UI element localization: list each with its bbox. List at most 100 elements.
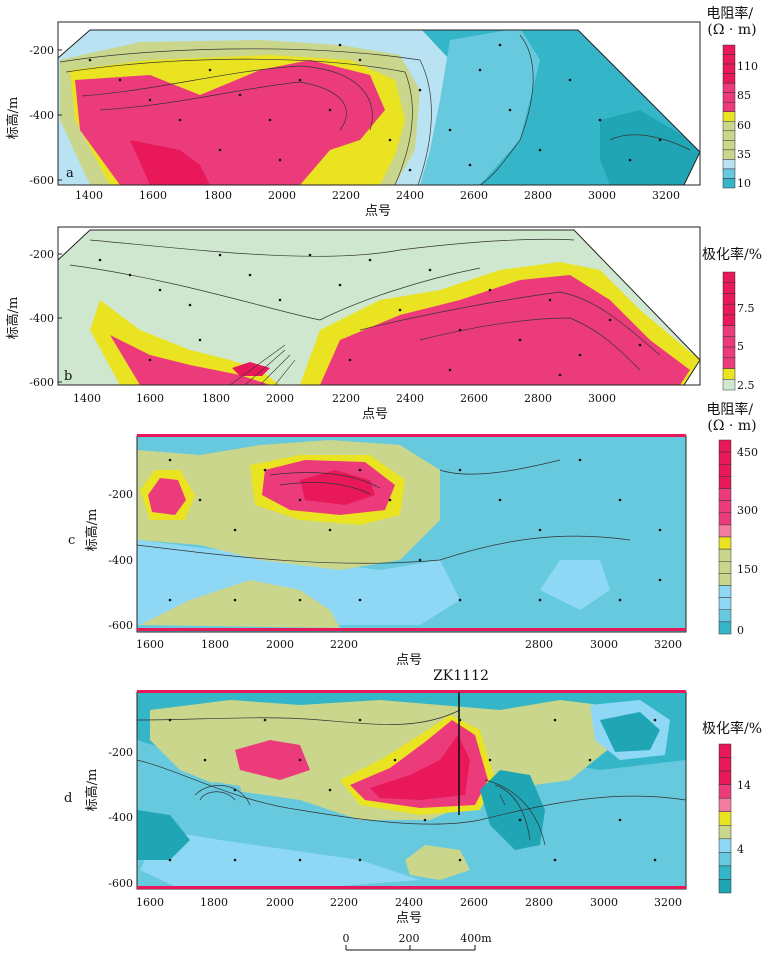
scale-bar-label-0: 0	[343, 932, 350, 945]
panel-a-legend-tick: 85	[737, 89, 751, 102]
panel-c-letter: c	[68, 533, 75, 548]
colorbar-segment	[718, 811, 732, 826]
panel-c-olive-bottom-zone	[140, 580, 340, 628]
panel-a-xlabel: 点号	[365, 204, 391, 219]
panel-d-x-ticks: 1600 1800 2000 2200 2400 2600 2800 3000 …	[136, 896, 682, 909]
panel-d-contour-3	[137, 709, 461, 725]
colorbar-segment	[718, 573, 732, 586]
panel-d-legend-tick: 4	[737, 843, 744, 856]
colorbar-segment	[718, 585, 732, 598]
colorbar-segment	[722, 178, 736, 189]
panel-b-x-ticks: 1400 1600 1800 2000 2200 2400 2600 2800 …	[73, 392, 616, 405]
panel-d-contour-2	[194, 785, 251, 806]
panel-b-legend-tick: 2.5	[737, 379, 755, 392]
panel-c-contour-1	[439, 459, 561, 475]
colorbar-segment	[718, 621, 732, 635]
borehole-label: ZK1112	[433, 668, 489, 684]
colorbar-segment	[722, 325, 736, 337]
panel-a-blue-zone	[420, 30, 540, 185]
colorbar-segment	[722, 314, 736, 326]
panel-a-xtick: 2000	[268, 189, 296, 202]
colorbar-segment	[718, 488, 732, 501]
panel-d-darkteal-zone	[480, 770, 545, 850]
colorbar-segment	[718, 784, 732, 799]
colorbar-segment	[722, 140, 736, 151]
panel-a-ytick-1: -200	[29, 44, 54, 57]
panel-a-xtick: 3200	[652, 189, 680, 202]
panel-a-xtick: 3000	[588, 189, 616, 202]
panel-d-ytick: -200	[108, 746, 133, 759]
panel-c-contour-2	[137, 535, 631, 564]
panel-d-letter: d	[64, 791, 72, 806]
panel-c-legend-tick: 450	[737, 446, 758, 459]
panel-c-xtick: 1600	[136, 638, 164, 651]
panel-c-pink-left-zone	[148, 478, 186, 515]
panel-a-red-zone	[130, 140, 210, 185]
panel-a-legend-title: 电阻率/ (Ω · m)	[706, 5, 757, 38]
panel-d-contour-1	[484, 779, 546, 846]
panel-d-dots	[168, 718, 657, 862]
panel-b-colorbar	[722, 271, 736, 391]
panel-b-xtick: 2200	[332, 392, 360, 405]
panel-a-contour-3	[81, 65, 373, 131]
panel-d-legend-title: 极化率/%	[702, 720, 762, 737]
scale-bar: 0 200 400m	[343, 932, 492, 951]
panel-a-contour-5	[479, 34, 534, 185]
panel-c-xtick: 2000	[266, 638, 294, 651]
scale-bar-label-200: 200	[399, 932, 420, 945]
colorbar-segment	[718, 852, 732, 867]
panel-b-xtick: 1400	[73, 392, 101, 405]
colorbar-segment	[718, 512, 732, 526]
colorbar-segment	[722, 63, 736, 74]
panel-b-contour-2	[69, 264, 481, 321]
colorbar-segment	[722, 168, 736, 179]
panel-c-legend-tick: 300	[737, 504, 758, 517]
panel-c-contour-3	[269, 472, 381, 495]
panel-d-bottom-strip	[137, 886, 686, 889]
panel-c-legend-tick: 150	[737, 563, 758, 576]
panel-b-ytick: -600	[29, 376, 54, 389]
panel-d-pink-left-zone	[235, 740, 310, 780]
panel-d-legend-tick: 14	[737, 779, 751, 792]
panel-c-top-strip	[137, 434, 686, 437]
colorbar-segment	[718, 865, 732, 880]
panel-c-xlabel: 点号	[396, 653, 422, 668]
panel-b-legend: 极化率/% 7.5 5 2.5	[702, 246, 762, 392]
panel-d-skyblue-zone	[140, 830, 420, 889]
colorbar-segment	[722, 282, 736, 294]
panel-c-dots	[168, 458, 662, 602]
colorbar-segment	[722, 159, 736, 170]
colorbar-segment	[718, 597, 732, 611]
panel-b-section-outline	[57, 229, 701, 386]
colorbar-segment	[718, 757, 732, 772]
panel-c-xtick: 3000	[590, 638, 618, 651]
colorbar-segment	[722, 293, 736, 305]
panel-c-legend-title: 电阻率/ (Ω · m)	[706, 401, 757, 434]
panel-d-contour-4	[137, 759, 686, 825]
panel-b-xtick: 1800	[202, 392, 230, 405]
panel-b-y-ticks: -200 -400 -600	[29, 248, 62, 389]
colorbar-segment	[718, 451, 732, 465]
panel-b-legend-tick: 5	[737, 340, 744, 353]
panel-c-legend-title-line2: (Ω · m)	[707, 418, 756, 434]
panel-a-xtick: 2200	[332, 189, 360, 202]
panel-d-xtick: 2200	[330, 896, 358, 909]
colorbar-segment	[722, 101, 736, 112]
panel-d-darkteal-corner-zone	[137, 810, 190, 860]
panel-d-red-zone	[370, 735, 470, 800]
colorbar-segment	[722, 111, 736, 122]
panel-c-xtick: 1800	[201, 638, 229, 651]
panel-c-x-ticks: 1600 1800 2000 2200 2800 3000 3200	[136, 638, 682, 651]
panel-d-ytick: -600	[108, 877, 133, 890]
panel-a-legend: 电阻率/ (Ω · m) 110 85 60 35 10	[706, 5, 758, 190]
colorbar-segment	[718, 500, 732, 514]
colorbar-segment	[718, 770, 732, 785]
panel-a-legend-tick: 35	[737, 148, 751, 161]
panel-b-xtick: 3000	[588, 392, 616, 405]
panel-b-xtick: 2400	[396, 392, 424, 405]
panel-b: -200 -400 -600 标高/m 1400 1600 1800 2000 …	[5, 226, 762, 422]
colorbar-segment	[718, 879, 732, 894]
panel-a-x-ticks: 1400 1600 1800 2000 2200 2400 2600 2800 …	[75, 189, 680, 202]
panel-d: ZK1112 -200 -400 -600 标高/m 1600 1800 200…	[64, 668, 762, 926]
panel-b-xtick: 2000	[266, 392, 294, 405]
